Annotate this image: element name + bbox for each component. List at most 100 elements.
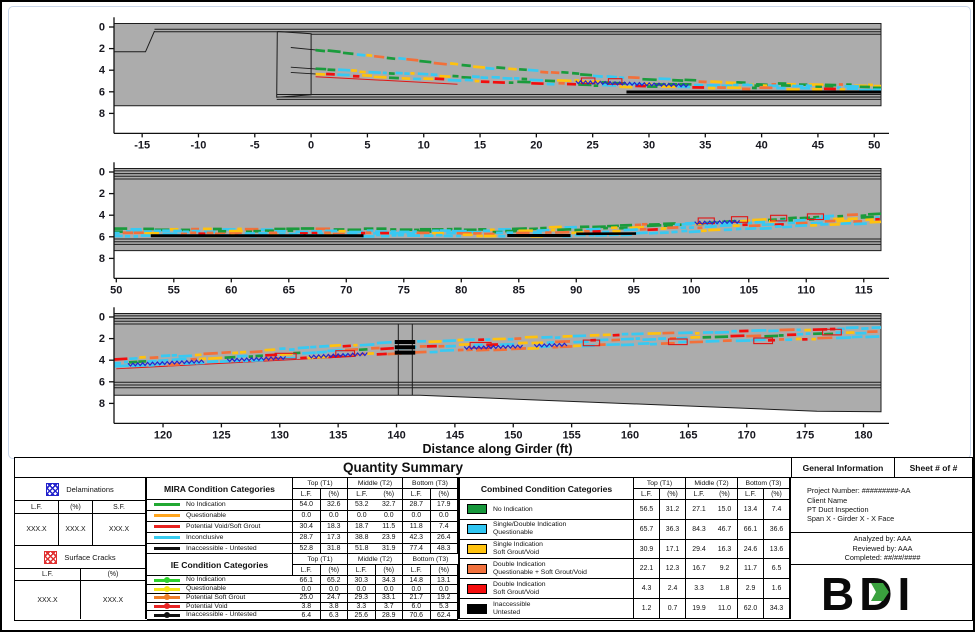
rect-swatch bbox=[467, 583, 487, 594]
rect-swatch bbox=[467, 563, 487, 574]
value-cell: 0.0 bbox=[348, 511, 376, 522]
value-cell: 0.0 bbox=[430, 585, 458, 594]
col-header: (%) bbox=[107, 571, 119, 578]
group-header: Bottom (T3) bbox=[403, 554, 458, 566]
x-tick-label: 135 bbox=[329, 429, 347, 441]
dot-icon bbox=[164, 603, 170, 610]
value-cell: 30.3 bbox=[348, 576, 376, 586]
x-tick-label: 175 bbox=[796, 429, 814, 441]
mira-legend-row: No Indication bbox=[147, 500, 293, 511]
ie-legend-row: Inaccessible - Untested bbox=[147, 611, 293, 621]
value-cell: 16.7 bbox=[686, 559, 712, 580]
value-cell: 66.1 bbox=[738, 519, 764, 540]
category-label: Single Indication Soft Grout/Void bbox=[493, 541, 543, 557]
value-cell: 34.3 bbox=[764, 599, 790, 619]
category-label: Inconclusive bbox=[186, 533, 224, 541]
sub-header: (%) bbox=[320, 565, 348, 577]
bdi-logo-text: BDI bbox=[821, 568, 915, 616]
x-tick-label: 170 bbox=[738, 429, 756, 441]
value-cell: 62.4 bbox=[430, 611, 458, 621]
x-tick-label: 65 bbox=[283, 284, 295, 296]
sub-header: L.F. bbox=[293, 489, 321, 500]
combined-block: Combined Condition Categories Top (T1) M… bbox=[459, 478, 791, 619]
reviewed-by: Reviewed by: AAA bbox=[852, 543, 913, 553]
category-label: Questionable bbox=[186, 585, 227, 593]
value-cell: 13.4 bbox=[738, 500, 764, 520]
inspection-type: PT Duct Inspection bbox=[807, 505, 869, 514]
value-cell: 0.0 bbox=[293, 510, 321, 522]
value-cell: 3.7 bbox=[375, 602, 403, 612]
value-cell: 9.2 bbox=[712, 559, 738, 580]
sub-header: (%) bbox=[712, 489, 738, 500]
rect-swatch bbox=[467, 504, 487, 515]
x-tick-label: 90 bbox=[570, 284, 582, 296]
y-tick-label: 4 bbox=[99, 355, 106, 367]
dot-icon bbox=[164, 594, 170, 601]
project-info: Project Number: #########-AA Client Name… bbox=[791, 478, 973, 533]
x-tick-label: 125 bbox=[212, 429, 230, 441]
value-cell: 42.3 bbox=[403, 532, 431, 544]
value-cell: 19.2 bbox=[430, 593, 458, 603]
value-cell: 1.6 bbox=[764, 579, 790, 600]
blue-crosshatch-icon bbox=[46, 482, 60, 496]
value-cell: 7.4 bbox=[430, 521, 458, 533]
category-label: Double Indication Soft Grout/Void bbox=[493, 580, 546, 596]
span-girder-face: Span X - Girder X - X Face bbox=[807, 514, 895, 524]
x-tick-label: 120 bbox=[154, 429, 172, 441]
col-header: S.F. bbox=[113, 503, 125, 511]
value-cell: 32.6 bbox=[320, 500, 348, 511]
x-tick-label: 5 bbox=[364, 139, 370, 151]
value-cell: 1.2 bbox=[634, 599, 660, 619]
x-tick-label: 10 bbox=[418, 139, 430, 151]
x-tick-label: 85 bbox=[513, 284, 525, 296]
x-tick-label: 45 bbox=[812, 139, 824, 151]
value-cell: 0.0 bbox=[403, 510, 431, 522]
value-cell: 24.7 bbox=[320, 593, 348, 603]
value-cell: 16.3 bbox=[712, 539, 738, 560]
value-cell: 34.3 bbox=[375, 576, 403, 586]
analyzed-by: Analyzed by: AAA bbox=[853, 534, 912, 544]
y-tick-label: 0 bbox=[99, 167, 105, 179]
combined-legend-row: No Indication bbox=[460, 500, 634, 520]
col-header: L.F. bbox=[15, 501, 59, 513]
value-cell: 0.7 bbox=[660, 599, 686, 619]
category-label: Double Indication Questionable + Soft Gro… bbox=[493, 561, 587, 576]
value-cell: 30.4 bbox=[293, 521, 321, 533]
surface-cracks-col-headers: L.F. (%) bbox=[15, 569, 145, 581]
col-header: L.F. bbox=[15, 569, 81, 580]
value-cell: 24.6 bbox=[738, 539, 764, 560]
value-cell: 46.7 bbox=[712, 519, 738, 540]
ie-legend-row: Questionable bbox=[147, 585, 293, 594]
x-tick-label: 140 bbox=[387, 429, 405, 441]
mira-legend-row: Inaccessible - Untested bbox=[147, 543, 293, 555]
value-cell: 17.9 bbox=[430, 500, 458, 511]
y-tick-label: 4 bbox=[99, 210, 106, 222]
sub-header: L.F. bbox=[738, 489, 764, 500]
sub-header: L.F. bbox=[293, 565, 321, 577]
category-label: Single/Double Indication Questionable bbox=[493, 521, 567, 537]
group-header: Middle (T2) bbox=[348, 554, 403, 566]
girder-panel-3: 0 2 4 6 8 120 125 130 135 140 145 150 155 160 165 170 17… bbox=[99, 307, 889, 441]
x-tick-label: 15 bbox=[474, 139, 486, 151]
ie-section-header: IE Condition Categories bbox=[147, 554, 293, 577]
girder-panel-2: 0 2 4 6 8 50 55 60 65 70 75 80 85 90 95 100 105 110 115 bbox=[99, 162, 889, 296]
category-label: Questionable bbox=[186, 511, 227, 519]
y-tick-label: 4 bbox=[99, 65, 106, 77]
line-dot-swatch bbox=[154, 576, 180, 583]
line-swatch bbox=[154, 536, 180, 540]
x-tick-label: 55 bbox=[168, 284, 180, 296]
value-cell: 17.3 bbox=[320, 532, 348, 544]
value-cell: 6.3 bbox=[320, 611, 348, 621]
value-cell: 18.3 bbox=[320, 521, 348, 533]
value-cell: 6.5 bbox=[764, 559, 790, 580]
value-cell: 0.0 bbox=[320, 510, 348, 522]
group-header: Top (T1) bbox=[293, 478, 348, 489]
combined-legend-row: Single/Double Indication Questionable bbox=[460, 519, 634, 540]
rect-swatch bbox=[467, 544, 487, 555]
y-tick-label: 0 bbox=[99, 22, 105, 34]
girder-elevation-figure: 0 2 4 6 8 -15 -10 -5 0 5 10 15 20 25 30 35 40 45 50 0 2 4 6 8 50… bbox=[8, 6, 971, 459]
sub-header: L.F. bbox=[348, 489, 376, 500]
delaminations-values: XXX.X XXX.X XXX.X bbox=[15, 514, 145, 546]
y-tick-label: 0 bbox=[99, 312, 105, 324]
girder-panel-1: 0 2 4 6 8 -15 -10 -5 0 5 10 15 20 25 30 35 40 45 50 bbox=[99, 17, 889, 151]
